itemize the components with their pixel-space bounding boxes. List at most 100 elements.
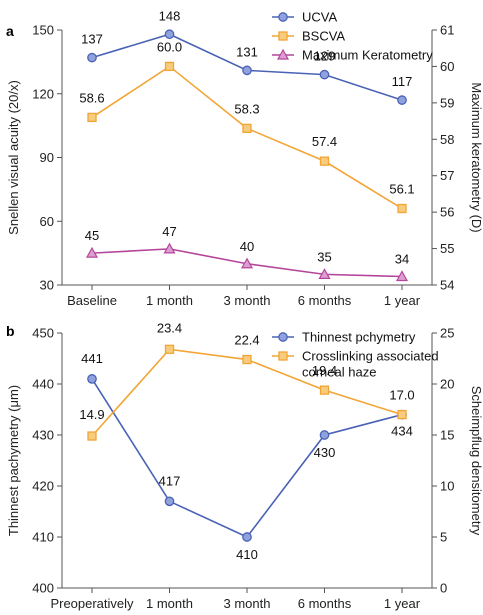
circle-marker [164, 496, 175, 507]
legend-label: BSCVA [302, 29, 345, 44]
data-label: 45 [85, 228, 99, 243]
left-tick-label: 410 [32, 530, 54, 545]
legend-label: UCVA [302, 10, 337, 25]
right-tick-label: 0 [440, 581, 447, 596]
data-label: 417 [159, 473, 181, 488]
x-tick-label: 1 month [146, 596, 193, 611]
right-tick-label: 20 [440, 377, 454, 392]
right-tick-label: 60 [440, 59, 454, 74]
data-label: 47 [162, 224, 176, 239]
right-tick-label: 59 [440, 95, 454, 110]
series-bscva: 58.6 60.0 58.3 57.4 56.1 [79, 39, 415, 214]
right-tick-label: 55 [440, 241, 454, 256]
square-marker [87, 431, 97, 441]
square-marker [278, 31, 288, 41]
x-tick-label: 6 months [298, 596, 352, 611]
left-tick-label: 150 [32, 23, 54, 38]
left-tick-label: 120 [32, 86, 54, 101]
data-label: 58.6 [79, 90, 104, 105]
data-label: 131 [236, 44, 258, 59]
triangle-marker [276, 48, 290, 60]
square-marker [87, 112, 97, 123]
x-tick-label: Baseline [67, 293, 117, 308]
right-axis-title: Scheimpflug densitometry [469, 386, 483, 536]
left-tick-label: 430 [32, 428, 54, 443]
series-ucva: 137 148 131 129 117 [81, 8, 412, 105]
legend-label: Crosslinking associated [302, 349, 439, 364]
square-marker [164, 344, 175, 354]
x-tick-label: 3 month [224, 293, 271, 308]
x-tick-label: 3 month [224, 596, 271, 611]
circle-marker [242, 532, 252, 542]
right-tick-label: 56 [440, 205, 454, 220]
triangle-marker [240, 257, 254, 269]
triangle-marker [85, 246, 99, 258]
data-label: 14.9 [79, 407, 104, 422]
triangle-marker [163, 242, 176, 254]
square-marker [319, 385, 330, 395]
data-label: 34 [395, 252, 409, 267]
left-tick-label: 60 [40, 214, 54, 229]
right-tick-label: 57 [440, 168, 454, 183]
left-axis-title: Thinnest pachymetry (μm) [6, 385, 21, 536]
left-tick-label: 440 [32, 377, 54, 392]
data-label: 129 [314, 49, 336, 64]
x-tick-label: 6 months [298, 293, 352, 308]
series-line [91, 378, 403, 538]
x-tick-label: 1 month [146, 293, 193, 308]
square-marker [242, 354, 252, 365]
right-tick-label: 61 [440, 23, 454, 38]
legend: UCVA BSCVA Maximum Keratometry [272, 10, 433, 63]
series-maximum-keratometry: 45 47 40 35 34 [85, 224, 409, 282]
data-label: 60.0 [157, 39, 182, 54]
right-tick-label: 54 [440, 278, 454, 293]
triangle-marker [318, 268, 331, 279]
circle-marker [319, 430, 330, 440]
data-label: 58.3 [234, 101, 259, 116]
data-label: 40 [240, 239, 254, 254]
data-label: 35 [317, 249, 331, 264]
panel-letter: a [6, 23, 14, 39]
data-label: 23.4 [157, 320, 182, 335]
right-tick-label: 58 [440, 132, 454, 147]
square-marker [164, 61, 175, 72]
left-tick-label: 420 [32, 479, 54, 494]
data-label: 137 [81, 32, 103, 47]
legend-label: Maximum Keratometry [302, 48, 433, 63]
right-axis-title: Maximum keratometry (D) [469, 82, 483, 232]
square-marker [242, 123, 252, 134]
x-tick-label: 1 year [384, 293, 421, 308]
triangle-marker [395, 270, 409, 282]
right-tick-label: 10 [440, 479, 454, 494]
circle-marker [397, 95, 407, 105]
left-tick-label: 90 [40, 150, 54, 165]
circle-marker [242, 65, 252, 76]
data-label: 56.1 [389, 182, 414, 197]
left-axis-title: Snellen visual acuity (20/x) [6, 80, 21, 235]
circle-marker [278, 12, 288, 22]
x-tick-label: Preoperatively [50, 596, 134, 611]
square-marker [319, 156, 330, 166]
left-tick-label: 400 [32, 581, 54, 596]
data-label: 410 [236, 547, 258, 562]
right-tick-label: 15 [440, 428, 454, 443]
panel-b-chart: b 400 410 420 430 440 450 0 5 10 15 20 25 Preoperativ… [6, 320, 483, 611]
x-tick-label: 1 year [384, 596, 421, 611]
data-label: 434 [391, 424, 413, 439]
data-label: 57.4 [312, 134, 337, 149]
left-tick-label: 30 [40, 278, 54, 293]
data-label: 22.4 [234, 333, 259, 348]
left-tick-label: 450 [32, 326, 54, 341]
legend-label: corneal haze [302, 365, 376, 380]
data-label: 19.4 [312, 363, 337, 378]
circle-marker [319, 69, 330, 80]
square-marker [397, 203, 407, 214]
square-marker [397, 409, 407, 420]
data-label: 430 [314, 445, 336, 460]
series-crosslinking-associated-corneal-haze: 14.9 23.4 22.4 19.4 17.0 [79, 320, 415, 441]
right-tick-label: 25 [440, 326, 454, 341]
series-thinnest-pchymetry: 441 417 410 430 434 [81, 351, 413, 562]
series-line [91, 65, 403, 210]
right-tick-label: 5 [440, 530, 447, 545]
